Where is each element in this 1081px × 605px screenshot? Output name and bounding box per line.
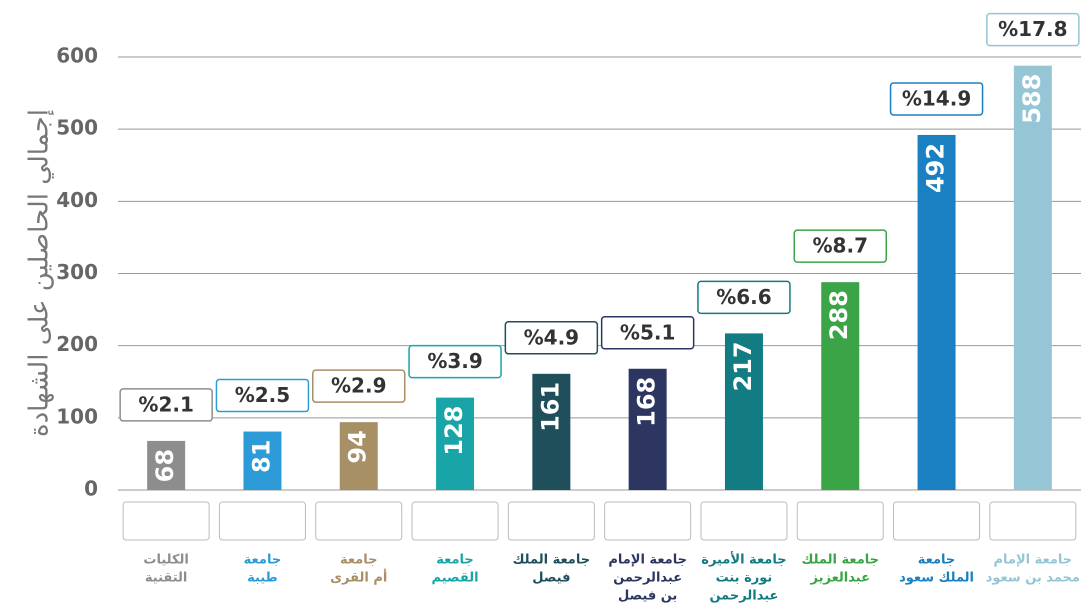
share-box: [312, 369, 406, 403]
x-tick-label: محمد بن سعود: [986, 571, 1080, 586]
share-label: %2.5: [235, 383, 290, 407]
share-label: %5.1: [620, 320, 675, 344]
y-tick-label: 500: [56, 116, 98, 140]
logo-box: [315, 501, 403, 541]
share-box: [408, 344, 502, 379]
y-tick-label: 300: [56, 260, 98, 284]
share-label: %4.9: [524, 325, 579, 349]
logo-box: [893, 501, 981, 541]
bar-value-label: 588: [1018, 74, 1046, 124]
logo-box: [218, 501, 306, 541]
bar: [821, 282, 860, 490]
share-label: %2.9: [331, 374, 386, 398]
x-tick-label: فيصل: [532, 571, 570, 586]
bar-value-label: 492: [922, 143, 950, 193]
y-tick-label: 400: [56, 188, 98, 212]
share-label: %17.8: [998, 17, 1067, 41]
logo-box: [604, 501, 692, 541]
logo-box: [796, 501, 884, 541]
bar-value-label: 161: [536, 382, 564, 432]
bar: [1013, 65, 1052, 490]
bar-value-label: 81: [247, 440, 275, 473]
share-box: [793, 229, 887, 263]
share-label: %8.7: [813, 234, 868, 258]
share-box: [600, 316, 695, 350]
x-tick-label: القصيم: [432, 571, 479, 586]
bar: [724, 333, 763, 490]
x-tick-label: الملك سعود: [899, 571, 974, 586]
x-tick-label: عبدالرحمن: [709, 589, 778, 604]
x-tick-label: جامعة: [918, 553, 956, 568]
x-tick-label: أم القرى: [330, 569, 387, 586]
share-label: %6.6: [716, 285, 771, 309]
x-tick-label: جامعة الملك: [513, 553, 591, 568]
share-label: %14.9: [902, 86, 971, 110]
x-tick-label: جامعة الملك: [801, 553, 879, 568]
bar: [436, 397, 475, 490]
bar-value-label: 68: [151, 449, 179, 482]
y-tick-label: 600: [56, 44, 98, 68]
logo-box: [989, 501, 1077, 541]
y-axis-title: إجمالي الحاصلين على الشهادة: [25, 109, 55, 437]
bar-value-label: 288: [825, 290, 853, 340]
x-tick-label: جامعة الإمام: [994, 553, 1073, 568]
x-tick-label: جامعة: [436, 553, 474, 568]
share-box: [889, 82, 984, 116]
logo-box: [122, 501, 210, 541]
bar: [532, 373, 571, 490]
x-tick-label: عبدالرحمن: [613, 571, 682, 586]
share-box: [986, 12, 1080, 47]
bar: [147, 440, 186, 490]
x-tick-label: الكليات: [143, 553, 188, 568]
share-box: [697, 280, 791, 315]
x-tick-label: بن فيصل: [618, 589, 677, 604]
share-box: [504, 321, 599, 355]
x-tick-label: التقنية: [145, 571, 188, 586]
logo-box: [411, 501, 499, 541]
bar: [339, 422, 378, 490]
bar-value-label: 94: [344, 430, 372, 463]
share-box: [215, 378, 310, 413]
y-tick-label: 100: [56, 404, 98, 428]
logo-box: [700, 501, 788, 541]
bar-value-label: 168: [633, 377, 661, 427]
bar: [917, 134, 956, 490]
logo-box: [507, 501, 595, 541]
bar: [243, 431, 282, 490]
x-tick-label: عبدالعزيز: [810, 571, 870, 586]
x-tick-label: نورة بنت: [716, 571, 773, 586]
share-label: %2.1: [138, 392, 193, 416]
y-tick-label: 0: [84, 477, 98, 501]
bar: [628, 368, 667, 490]
x-tick-label: جامعة الأميرة: [701, 551, 786, 568]
share-box: [119, 388, 213, 422]
share-label: %3.9: [427, 349, 482, 373]
x-tick-label: جامعة: [244, 553, 282, 568]
y-tick-label: 200: [56, 332, 98, 356]
x-tick-label: جامعة الإمام: [608, 553, 687, 568]
bar-value-label: 128: [440, 406, 468, 456]
x-tick-label: جامعة: [340, 553, 378, 568]
x-tick-label: طيبة: [247, 571, 278, 586]
bar-value-label: 217: [729, 341, 757, 391]
